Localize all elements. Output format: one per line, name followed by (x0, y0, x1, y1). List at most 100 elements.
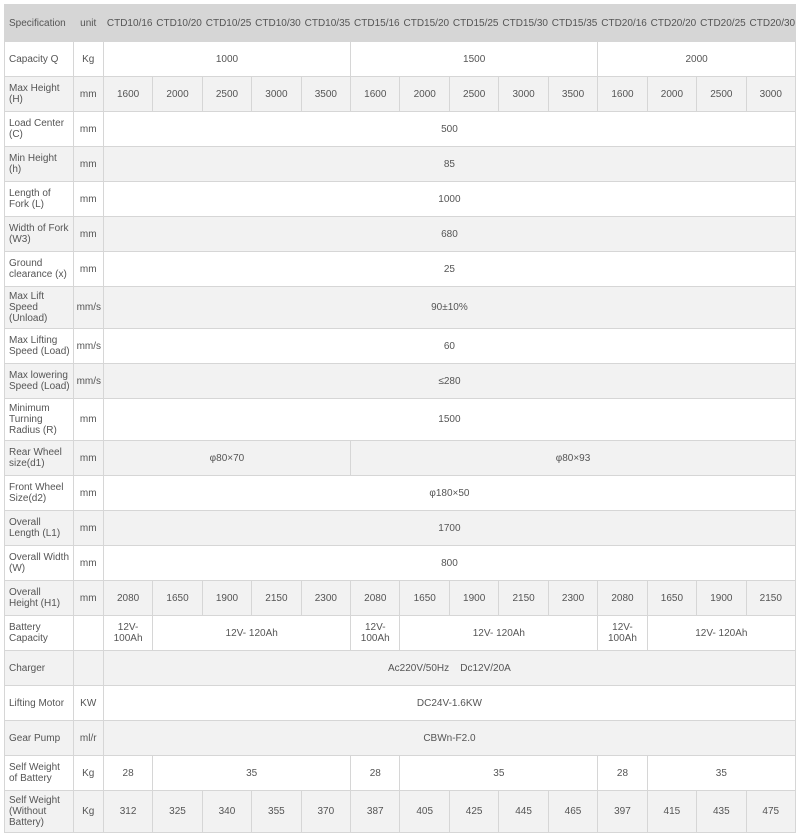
value-cell: 1500 (351, 42, 598, 77)
value-cell: 60 (103, 329, 795, 364)
spec-label: Ground clearance (x) (5, 252, 74, 287)
value-cell: 2300 (548, 581, 597, 616)
table-row: Ground clearance (x)mm25 (5, 252, 796, 287)
value-cell: 3000 (746, 77, 795, 112)
spec-label: Max lowering Speed (Load) (5, 364, 74, 399)
header-model: CTD15/30 (499, 5, 548, 42)
table-row: Width of Fork (W3)mm680 (5, 217, 796, 252)
value-cell: 355 (252, 791, 301, 833)
table-row: Self Weight of BatteryKg283528352835 (5, 756, 796, 791)
header-unit: unit (73, 5, 103, 42)
header-model: CTD10/20 (153, 5, 202, 42)
spec-label: Battery Capacity (5, 616, 74, 651)
spec-label: Overall Length (L1) (5, 511, 74, 546)
value-cell: 405 (400, 791, 449, 833)
value-cell: 12V-100Ah (103, 616, 152, 651)
table-row: Minimum Turning Radius (R)mm1500 (5, 399, 796, 441)
header-model: CTD15/35 (548, 5, 597, 42)
value-cell: 445 (499, 791, 548, 833)
table-row: Load Center (C)mm500 (5, 112, 796, 147)
value-cell: 1900 (202, 581, 251, 616)
spec-label: Rear Wheel size(d1) (5, 441, 74, 476)
spec-label: Max Lift Speed (Unload) (5, 287, 74, 329)
spec-label: Minimum Turning Radius (R) (5, 399, 74, 441)
header-model: CTD10/30 (252, 5, 301, 42)
value-cell: 1600 (103, 77, 152, 112)
value-cell: 2150 (746, 581, 795, 616)
table-row: Max Height (H)mm160020002500300035001600… (5, 77, 796, 112)
unit-label: mm (73, 546, 103, 581)
table-row: Capacity QKg100015002000 (5, 42, 796, 77)
header-model: CTD10/35 (301, 5, 350, 42)
value-cell: 28 (351, 756, 400, 791)
value-cell: 1900 (449, 581, 498, 616)
value-cell: 3000 (252, 77, 301, 112)
value-cell: 3500 (548, 77, 597, 112)
table-row: Min Height (h)mm85 (5, 147, 796, 182)
unit-label: mm/s (73, 287, 103, 329)
value-cell: 500 (103, 112, 795, 147)
value-cell: 2000 (598, 42, 796, 77)
value-cell: 425 (449, 791, 498, 833)
table-row: Front Wheel Size(d2)mmφ180×50 (5, 476, 796, 511)
header-model: CTD15/20 (400, 5, 449, 42)
table-header-row: SpecificationunitCTD10/16CTD10/20CTD10/2… (5, 5, 796, 42)
value-cell: 2150 (499, 581, 548, 616)
value-cell: 325 (153, 791, 202, 833)
table-row: Max Lift Speed (Unload)mm/s90±10% (5, 287, 796, 329)
spec-label: Length of Fork (L) (5, 182, 74, 217)
table-row: Max lowering Speed (Load)mm/s≤280 (5, 364, 796, 399)
header-model: CTD15/16 (351, 5, 400, 42)
spec-label: Gear Pump (5, 721, 74, 756)
value-cell: 85 (103, 147, 795, 182)
spec-label: Lifting Motor (5, 686, 74, 721)
spec-label: Min Height (h) (5, 147, 74, 182)
header-model: CTD20/25 (697, 5, 746, 42)
spec-label: Self Weight (Without Battery) (5, 791, 74, 833)
value-cell: 12V- 120Ah (153, 616, 351, 651)
value-cell: 3000 (499, 77, 548, 112)
value-cell: 1650 (153, 581, 202, 616)
header-model: CTD10/25 (202, 5, 251, 42)
unit-label: mm/s (73, 364, 103, 399)
value-cell: 12V-100Ah (351, 616, 400, 651)
spec-label: Overall Height (H1) (5, 581, 74, 616)
value-cell: φ80×93 (351, 441, 796, 476)
header-spec: Specification (5, 5, 74, 42)
value-cell: 1600 (598, 77, 647, 112)
unit-label: mm/s (73, 329, 103, 364)
value-cell: 370 (301, 791, 350, 833)
value-cell: ≤280 (103, 364, 795, 399)
table-row: Battery Capacity 12V-100Ah12V- 120Ah12V-1… (5, 616, 796, 651)
value-cell: 1700 (103, 511, 795, 546)
value-cell: 1500 (103, 399, 795, 441)
unit-label (73, 616, 103, 651)
value-cell: 435 (697, 791, 746, 833)
header-model: CTD20/16 (598, 5, 647, 42)
value-cell: 35 (647, 756, 795, 791)
value-cell: 3500 (301, 77, 350, 112)
value-cell: 1000 (103, 182, 795, 217)
table-row: Self Weight (Without Battery)Kg312325340… (5, 791, 796, 833)
table-row: Overall Height (H1)mm2080165019002150230… (5, 581, 796, 616)
value-cell: 2080 (351, 581, 400, 616)
value-cell: Ac220V/50Hz Dc12V/20A (103, 651, 795, 686)
value-cell: 2500 (449, 77, 498, 112)
value-cell: 2080 (103, 581, 152, 616)
header-model: CTD15/25 (449, 5, 498, 42)
unit-label: mm (73, 217, 103, 252)
unit-label: mm (73, 399, 103, 441)
value-cell: 1000 (103, 42, 350, 77)
value-cell: 387 (351, 791, 400, 833)
value-cell: 1650 (400, 581, 449, 616)
value-cell: φ180×50 (103, 476, 795, 511)
unit-label: ml/r (73, 721, 103, 756)
unit-label: Kg (73, 791, 103, 833)
value-cell: 2500 (202, 77, 251, 112)
table-row: ChargerAc220V/50Hz Dc12V/20A (5, 651, 796, 686)
header-model: CTD10/16 (103, 5, 152, 42)
table-row: Overall Width (W)mm800 (5, 546, 796, 581)
value-cell: 800 (103, 546, 795, 581)
spec-label: Front Wheel Size(d2) (5, 476, 74, 511)
value-cell: DC24V-1.6KW (103, 686, 795, 721)
